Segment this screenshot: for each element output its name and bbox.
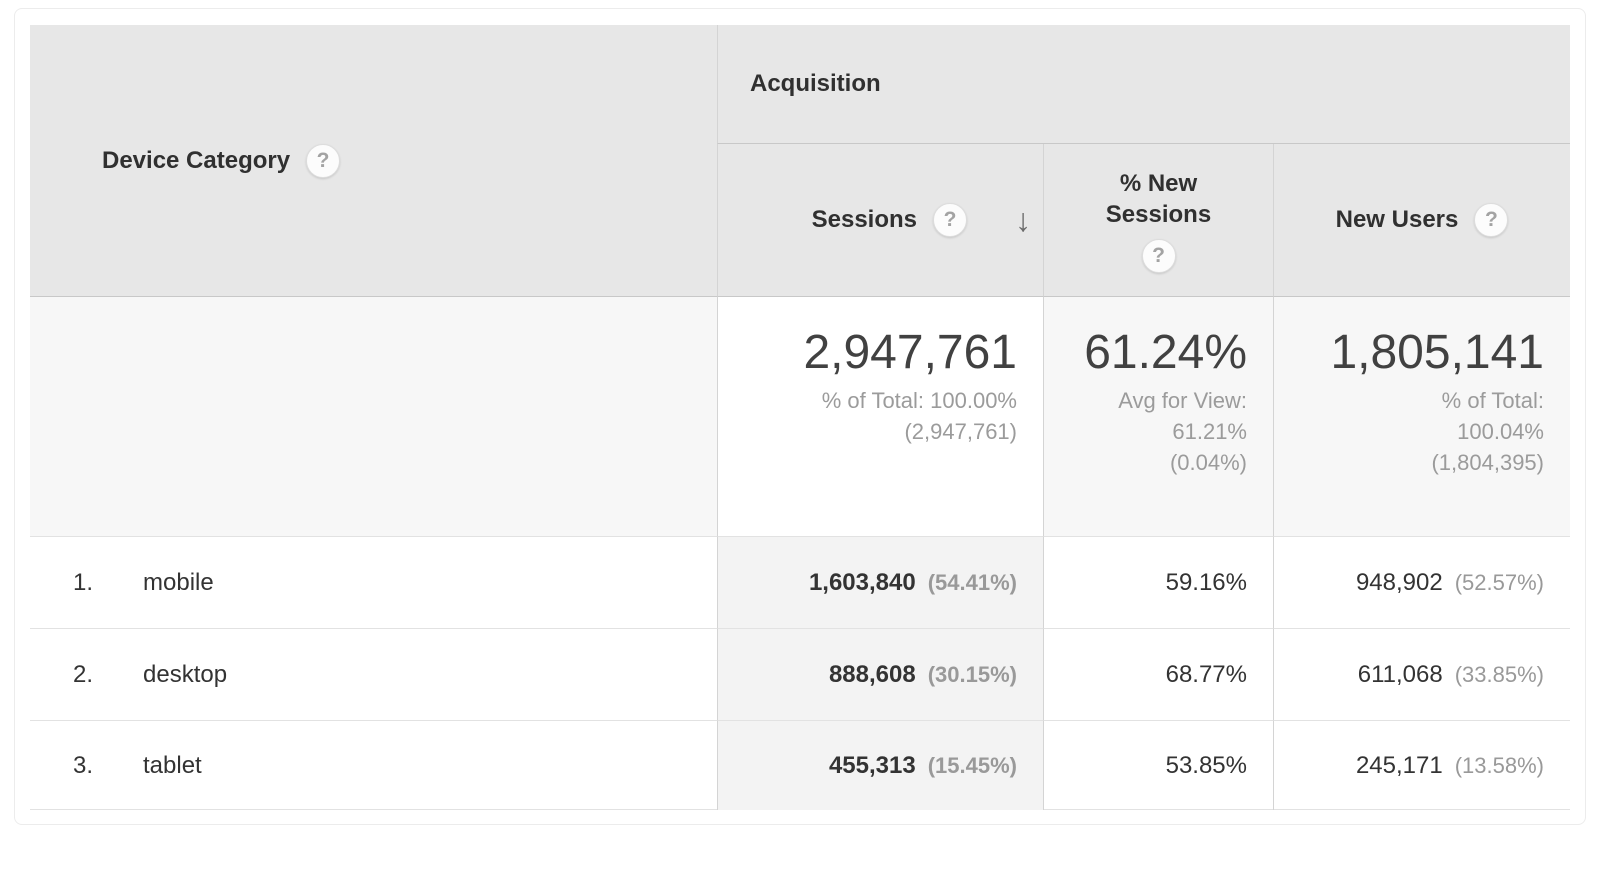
new-users-value-cell: 611,068 (33.85%) — [1273, 628, 1570, 720]
new-users-percent: (52.57%) — [1454, 569, 1544, 595]
sort-descending-icon[interactable]: ↓ — [1015, 202, 1031, 238]
sessions-value: 455,313 — [828, 751, 916, 779]
summary-new-users-cell: 1,805,141 % of Total: 100.04% (1,804,395… — [1273, 296, 1570, 536]
new-users-value: 948,902 — [1355, 568, 1443, 596]
new-users-value: 245,171 — [1355, 751, 1443, 779]
new-sessions-value-cell: 53.85% — [1043, 720, 1273, 810]
summary-new-users-subline: 100.04% — [1457, 419, 1544, 444]
summary-dimension-cell — [30, 296, 717, 536]
column-header-new-users[interactable]: New Users ? — [1273, 144, 1570, 296]
summary-new-sessions-subline: 61.21% — [1172, 419, 1247, 444]
summary-new-sessions-subline: Avg for View: — [1118, 388, 1247, 413]
new-users-value: 611,068 — [1357, 660, 1443, 688]
group-header-acquisition: Acquisition — [717, 25, 1570, 144]
row-rank: 1. — [73, 568, 94, 596]
column-header-sessions[interactable]: Sessions ? ↓ — [717, 144, 1043, 296]
row-rank: 3. — [73, 751, 94, 779]
sessions-label: Sessions — [811, 206, 917, 233]
sessions-percent: (30.15%) — [927, 661, 1017, 687]
sessions-value-cell: 455,313 (15.45%) — [717, 720, 1043, 810]
sessions-value-cell: 888,608 (30.15%) — [717, 628, 1043, 720]
new-users-percent: (13.58%) — [1454, 752, 1544, 778]
sessions-value-cell: 1,603,840 (54.41%) — [717, 536, 1043, 628]
column-header-percent-new-sessions[interactable]: % New Sessions ? — [1043, 144, 1273, 296]
new-users-label: New Users — [1335, 206, 1459, 233]
new-sessions-percent: 68.77% — [1165, 660, 1247, 688]
new-users-percent: (33.85%) — [1454, 661, 1544, 687]
new-sessions-value-cell: 59.16% — [1043, 536, 1273, 628]
summary-new-users-subline: (1,804,395) — [1431, 450, 1544, 475]
device-name: tablet — [143, 751, 202, 779]
summary-sessions-total: 2,947,761 — [803, 326, 1017, 379]
summary-new-sessions-avg: 61.24% — [1084, 326, 1247, 379]
row-rank: 2. — [73, 660, 94, 688]
new-users-value-cell: 948,902 (52.57%) — [1273, 536, 1570, 628]
sessions-value: 1,603,840 — [808, 568, 916, 596]
table-row-device-cell: 3. tablet — [30, 720, 717, 810]
new-sessions-percent: 53.85% — [1165, 751, 1247, 779]
help-icon[interactable]: ? — [933, 203, 967, 237]
summary-new-users-total: 1,805,141 — [1330, 326, 1544, 379]
summary-sessions-cell: 2,947,761 % of Total: 100.00% (2,947,761… — [717, 296, 1043, 536]
sessions-value: 888,608 — [828, 660, 916, 688]
sessions-percent: (54.41%) — [927, 569, 1017, 595]
help-icon[interactable]: ? — [1141, 238, 1176, 273]
report-card: Device Category ? Acquisition Sessions ?… — [14, 8, 1586, 840]
new-sessions-value-cell: 68.77% — [1043, 628, 1273, 720]
help-icon[interactable]: ? — [1474, 203, 1509, 237]
device-name: mobile — [143, 568, 214, 596]
summary-new-sessions-subline: (0.04%) — [1169, 450, 1247, 475]
new-users-value-cell: 245,171 (13.58%) — [1273, 720, 1570, 810]
new-sessions-percent: 59.16% — [1165, 568, 1247, 596]
device-name: desktop — [143, 660, 228, 688]
column-header-device-category[interactable]: Device Category ? — [30, 25, 717, 296]
device-category-table: Device Category ? Acquisition Sessions ?… — [30, 25, 1570, 810]
help-icon[interactable]: ? — [306, 143, 341, 178]
sessions-percent: (15.45%) — [927, 752, 1017, 778]
table-row-device-cell: 1. mobile — [30, 536, 717, 628]
percent-new-label-line2: Sessions — [1105, 200, 1212, 228]
device-category-label: Device Category — [102, 146, 291, 174]
summary-sessions-subline: % of Total: 100.00% — [821, 388, 1017, 413]
table-row-device-cell: 2. desktop — [30, 628, 717, 720]
summary-sessions-subline: (2,947,761) — [904, 419, 1017, 444]
acquisition-label: Acquisition — [750, 70, 881, 97]
percent-new-label-line1: % New — [1119, 169, 1198, 197]
summary-new-users-subline: % of Total: — [1441, 388, 1544, 413]
summary-new-sessions-cell: 61.24% Avg for View: 61.21% (0.04%) — [1043, 296, 1273, 536]
